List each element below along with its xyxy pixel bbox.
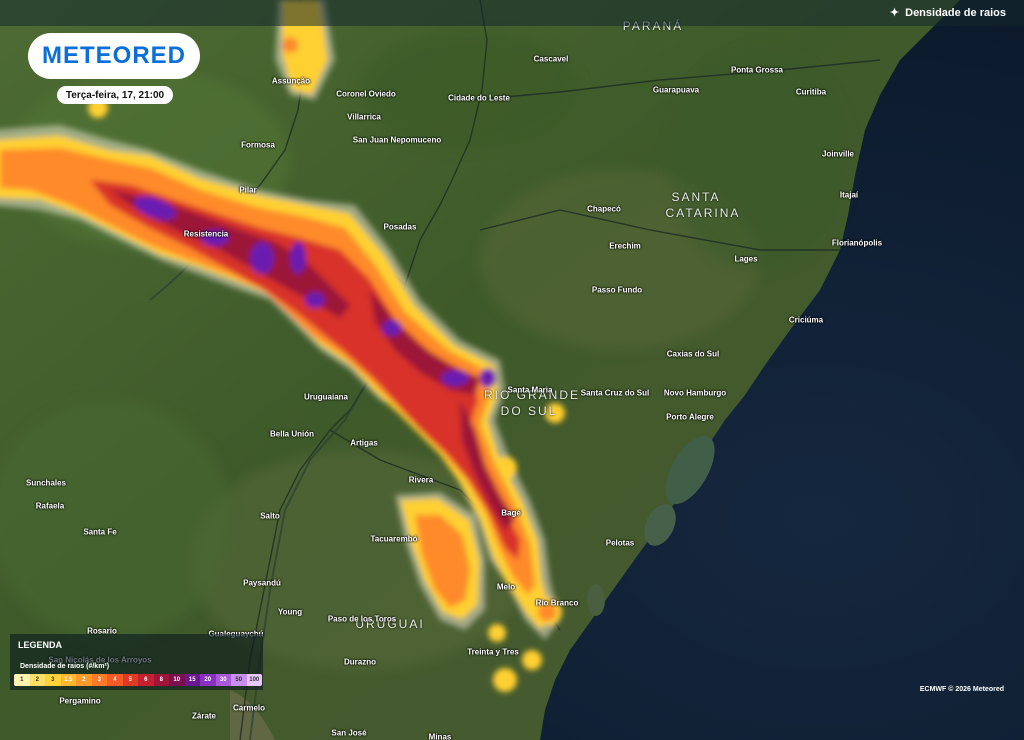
region-label: RIO GRANDE bbox=[483, 388, 581, 402]
legend-swatch: 2 bbox=[29, 674, 45, 686]
legend-swatch: 30 bbox=[215, 674, 231, 686]
data-credit: ECMWF © 2026 Meteored bbox=[919, 686, 1004, 693]
city-label[interactable]: Porto Alegre bbox=[666, 412, 714, 422]
city-label[interactable]: Santa Fe bbox=[83, 527, 117, 537]
city-label[interactable]: Río Branco bbox=[535, 598, 579, 608]
city-label[interactable]: Tacuarembó bbox=[370, 534, 418, 544]
density-maroon bbox=[110, 190, 515, 530]
city-label[interactable]: Zárate bbox=[191, 711, 217, 721]
legend-swatch: 8 bbox=[153, 674, 169, 686]
city-label[interactable]: Rivera bbox=[408, 475, 434, 485]
city-label[interactable]: Coronel Oviedo bbox=[336, 89, 396, 99]
city-label[interactable]: Paso de los Toros bbox=[327, 614, 397, 624]
legend-swatch: 4 bbox=[107, 674, 123, 686]
legend-swatch: 20 bbox=[200, 674, 216, 686]
layer-toggle-button[interactable]: ✦ Densidade de raios bbox=[889, 6, 1006, 20]
city-label[interactable]: Guarapuava bbox=[652, 85, 700, 95]
city-label[interactable]: Itajaí bbox=[839, 190, 859, 200]
legend-title: LEGENDA bbox=[18, 640, 63, 650]
legend-swatch: 10 bbox=[169, 674, 185, 686]
city-label[interactable]: Uruguaiana bbox=[303, 392, 349, 402]
legend-color-scale: 1 2 3 1.5 2 3 4 5 6 8 10 15 20 30 50 100 bbox=[14, 674, 262, 686]
city-label[interactable]: Assunção bbox=[271, 76, 311, 86]
city-label[interactable]: Villarrica bbox=[347, 112, 381, 122]
city-label[interactable]: Rafaela bbox=[35, 501, 65, 511]
city-label[interactable]: Salto bbox=[260, 511, 280, 521]
legend-panel: LEGENDA Densidade de raios (#/km²) 1 2 3 1.… bbox=[10, 634, 263, 690]
legend-swatch: 50 bbox=[231, 674, 247, 686]
city-label[interactable]: Caxias do Sul bbox=[666, 349, 720, 359]
legend-swatch: 15 bbox=[184, 674, 200, 686]
region-label: CATARINA bbox=[665, 206, 741, 220]
city-label[interactable]: Lages bbox=[734, 254, 758, 264]
density-purple bbox=[134, 195, 496, 388]
lagoa-dos-patos bbox=[665, 435, 715, 505]
layer-label: Densidade de raios bbox=[905, 6, 1006, 19]
city-label[interactable]: Bella Unión bbox=[269, 429, 315, 439]
city-label[interactable]: Posadas bbox=[383, 222, 417, 232]
city-label[interactable]: Sunchales bbox=[25, 478, 67, 488]
city-label[interactable]: Pelotas bbox=[605, 538, 635, 548]
legend-subtitle: Densidade de raios (#/km²) bbox=[20, 663, 110, 670]
city-label[interactable]: Curitiba bbox=[795, 87, 827, 97]
region-label: DO SUL bbox=[500, 404, 558, 418]
city-label[interactable]: San José bbox=[331, 728, 367, 738]
city-label[interactable]: Novo Hamburgo bbox=[663, 388, 727, 398]
city-label[interactable]: Santa Cruz do Sul bbox=[580, 388, 650, 398]
legend-swatch: 1.5 bbox=[60, 674, 76, 686]
top-bar bbox=[0, 0, 1024, 26]
city-label[interactable]: Erechim bbox=[609, 241, 641, 251]
city-label[interactable]: Joinville bbox=[821, 149, 855, 159]
city-label[interactable]: Resistencia bbox=[183, 229, 229, 239]
city-label[interactable]: Passo Fundo bbox=[591, 285, 643, 295]
region-label: SANTA bbox=[671, 190, 721, 204]
legend-swatch: 1 bbox=[14, 674, 30, 686]
meteored-logo[interactable]: METEORED bbox=[28, 33, 200, 79]
city-label[interactable]: San Juan Nepomuceno bbox=[352, 135, 442, 145]
city-label[interactable]: Paysandú bbox=[243, 578, 281, 588]
city-label[interactable]: Cidade do Leste bbox=[448, 93, 510, 103]
city-label[interactable]: Minas bbox=[428, 732, 452, 740]
legend-swatch: 5 bbox=[122, 674, 138, 686]
sparkle-icon: ✦ bbox=[889, 7, 900, 19]
forecast-date: Terça-feira, 17, 21:00 bbox=[57, 86, 173, 104]
city-label[interactable]: Melo bbox=[496, 582, 516, 592]
city-label[interactable]: Carmelo bbox=[232, 703, 266, 713]
city-label[interactable]: Ponta Grossa bbox=[730, 65, 784, 75]
legend-swatch: 2 bbox=[76, 674, 92, 686]
city-label[interactable]: Young bbox=[277, 607, 303, 617]
legend-swatch: 6 bbox=[138, 674, 154, 686]
city-label[interactable]: Artigas bbox=[350, 438, 378, 448]
city-label[interactable]: Rosario bbox=[87, 626, 117, 636]
city-label[interactable]: Durazno bbox=[344, 657, 376, 667]
city-label[interactable]: Pilar bbox=[239, 185, 257, 195]
city-label[interactable]: Florianópolis bbox=[831, 238, 883, 248]
city-label[interactable]: Formosa bbox=[241, 140, 275, 150]
legend-swatch: 3 bbox=[45, 674, 61, 686]
city-label[interactable]: Santa Maria bbox=[507, 385, 553, 395]
legend-swatch: 100 bbox=[246, 674, 262, 686]
city-label[interactable]: Pergamino bbox=[59, 696, 101, 706]
city-label[interactable]: Criciúma bbox=[788, 315, 824, 325]
city-label[interactable]: Bagé bbox=[501, 508, 521, 518]
region-label: URUGUAI bbox=[355, 617, 425, 631]
legend-swatch: 3 bbox=[91, 674, 107, 686]
city-label[interactable]: Cascavel bbox=[533, 54, 569, 64]
city-label[interactable]: Treinta y Tres bbox=[467, 647, 519, 657]
city-label[interactable]: Chapecó bbox=[587, 204, 621, 214]
